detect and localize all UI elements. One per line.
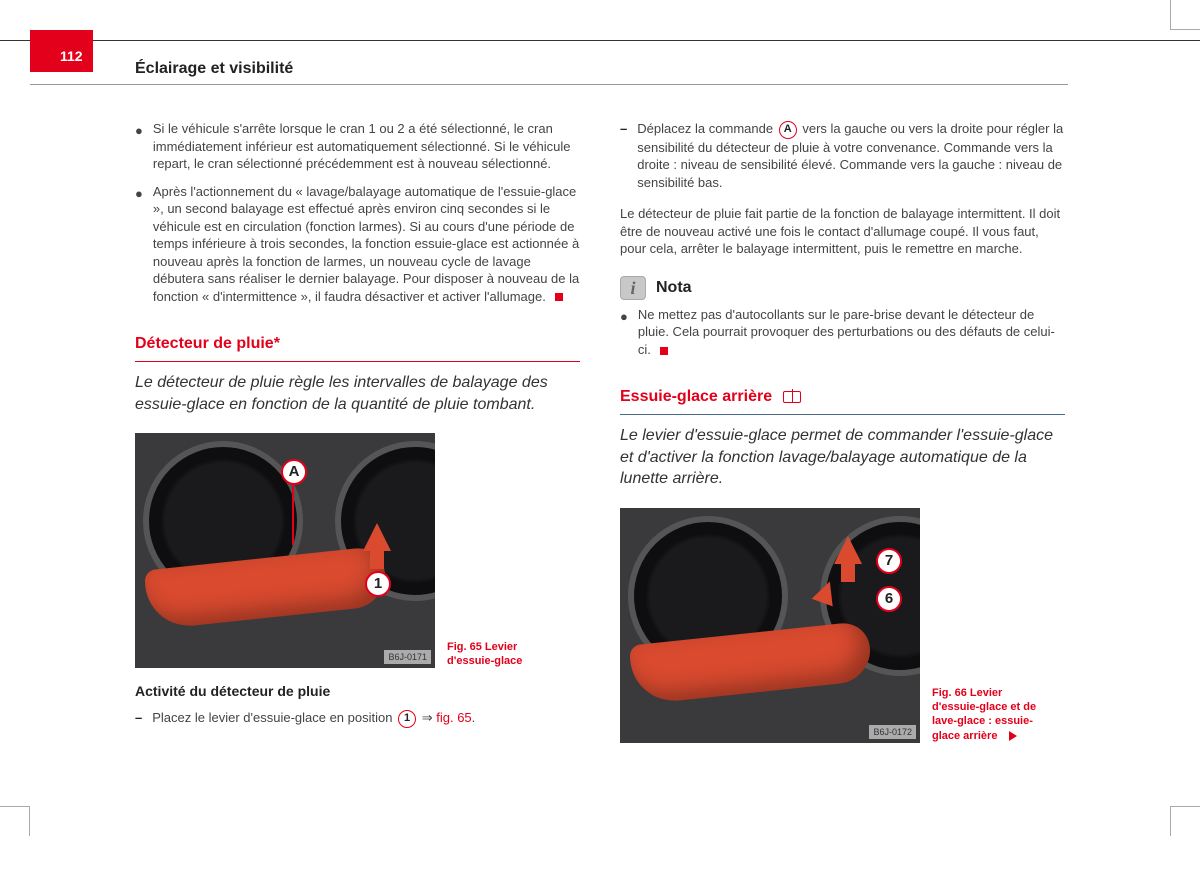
- continue-triangle-icon: [1009, 731, 1017, 741]
- lever-body-graphic: [145, 546, 385, 631]
- bullet-text: Si le véhicule s'arrête lorsque le cran …: [153, 120, 580, 173]
- header-rule-bottom: [30, 84, 1068, 85]
- page-number-tab: 112: [30, 30, 93, 72]
- crop-mark-tr: [1170, 0, 1200, 30]
- section-title-text: Essuie-glace arrière: [620, 388, 772, 405]
- arrow-up-icon: [834, 536, 862, 564]
- section-intro: Le levier d'essuie-glace permet de comma…: [620, 425, 1065, 490]
- nota-header: i Nota: [620, 276, 1065, 300]
- nota-text: Ne mettez pas d'autocollants sur le pare…: [638, 306, 1065, 359]
- figure-66-row: 7 6 B6J-0172 Fig. 66 Levier d'essuie-gla…: [620, 508, 1065, 743]
- bullet-item: ● Après l'actionnement du « lavage/balay…: [135, 183, 580, 306]
- nota-label: Nota: [656, 277, 692, 299]
- content-area: ● Si le véhicule s'arrête lorsque le cra…: [135, 120, 1065, 796]
- end-marker-icon: [555, 293, 563, 301]
- callout-a: A: [281, 459, 307, 485]
- inline-badge-1: 1: [398, 710, 416, 728]
- callout-6: 6: [876, 586, 902, 612]
- crop-mark-bl: [0, 806, 30, 836]
- bullet-icon: ●: [135, 183, 143, 306]
- dash-icon: –: [620, 120, 627, 191]
- arrow-up-icon: [363, 523, 391, 551]
- sub-heading-activity: Activité du détecteur de pluie: [135, 682, 580, 701]
- lever-graphic: [630, 613, 890, 703]
- step-item: – Placez le levier d'essuie-glace en pos…: [135, 709, 580, 728]
- end-marker-icon: [660, 347, 668, 355]
- arrow-stem: [841, 562, 855, 582]
- step-text: Déplacez la commande A vers la gauche ou…: [637, 120, 1065, 191]
- left-column: ● Si le véhicule s'arrête lorsque le cra…: [135, 120, 580, 796]
- crop-mark-br: [1170, 806, 1200, 836]
- dash-icon: –: [135, 709, 142, 728]
- manual-icon: [783, 391, 801, 403]
- figure-ref-tag: B6J-0172: [869, 725, 916, 739]
- bullet-text-content: Après l'actionnement du « lavage/balayag…: [153, 184, 579, 304]
- bullet-icon: ●: [620, 306, 628, 359]
- arrow-glyph: ⇒: [422, 710, 437, 725]
- figure-65-image: A 1 B6J-0171: [135, 433, 435, 668]
- paragraph: Le détecteur de pluie fait partie de la …: [620, 205, 1065, 258]
- period: .: [472, 710, 476, 725]
- figure-65-row: A 1 B6J-0171 Fig. 65 Levier d'essuie-gla…: [135, 433, 580, 668]
- step-text: Placez le levier d'essuie-glace en posit…: [152, 709, 475, 728]
- step-text-pre: Placez le levier d'essuie-glace en posit…: [152, 710, 392, 725]
- bullet-icon: ●: [135, 120, 143, 173]
- figure-66-caption: Fig. 66 Levier d'essuie-glace et de lave…: [932, 686, 1052, 743]
- page-header-title: Éclairage et visibilité: [135, 60, 293, 78]
- step-text-pre: Déplacez la commande: [637, 121, 773, 136]
- nota-text-content: Ne mettez pas d'autocollants sur le pare…: [638, 307, 1055, 357]
- figure-66-image: 7 6 B6J-0172: [620, 508, 920, 743]
- arrow-stem: [370, 549, 384, 569]
- callout-line: [292, 485, 294, 545]
- section-heading-rear-wiper: Essuie-glace arrière: [620, 386, 1065, 415]
- section-heading-rain-detector: Détecteur de pluie*: [135, 333, 580, 362]
- right-column: – Déplacez la commande A vers la gauche …: [620, 120, 1065, 796]
- figure-ref-tag: B6J-0171: [384, 650, 431, 664]
- figure-caption-text: Fig. 66 Levier d'essuie-glace et de lave…: [932, 687, 1036, 742]
- lever-body-graphic: [630, 620, 870, 705]
- bullet-item: ● Si le véhicule s'arrête lorsque le cra…: [135, 120, 580, 173]
- step-item: – Déplacez la commande A vers la gauche …: [620, 120, 1065, 191]
- bullet-text: Après l'actionnement du « lavage/balayag…: [153, 183, 580, 306]
- info-icon: i: [620, 276, 646, 300]
- section-intro: Le détecteur de pluie règle les interval…: [135, 372, 580, 415]
- inline-badge-a: A: [779, 121, 797, 139]
- figure-65-caption: Fig. 65 Levier d'essuie-glace: [447, 640, 567, 669]
- figure-link: fig. 65: [436, 710, 471, 725]
- callout-7: 7: [876, 548, 902, 574]
- nota-bullet: ● Ne mettez pas d'autocollants sur le pa…: [620, 306, 1065, 359]
